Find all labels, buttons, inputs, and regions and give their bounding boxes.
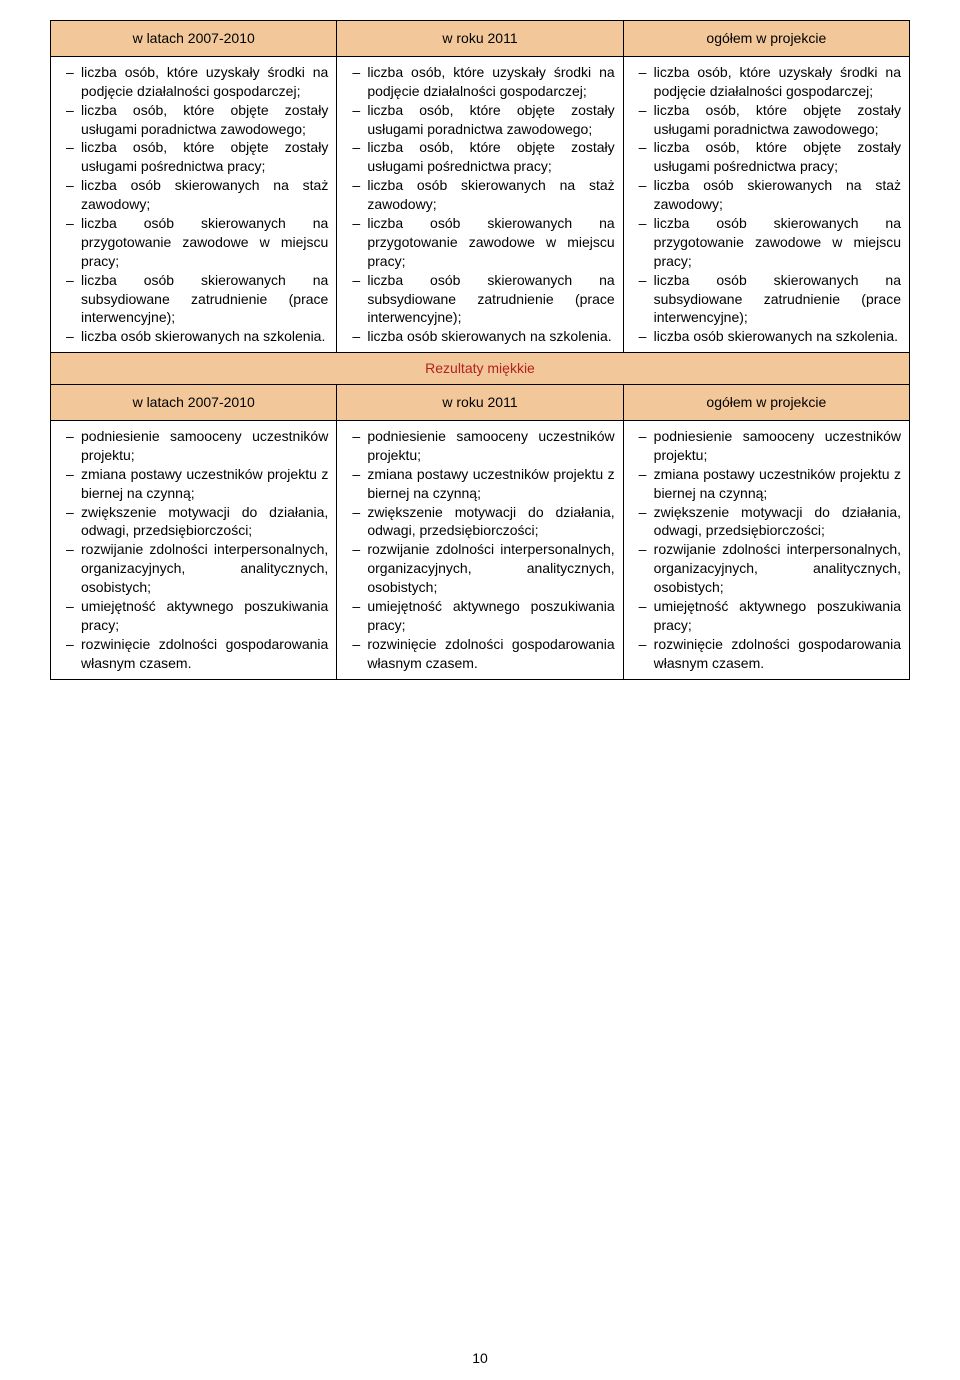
divider-row: Rezultaty miękkie (51, 353, 910, 385)
list-item: liczba osób skierowanych na subsydiowane… (345, 271, 614, 328)
page-number: 10 (0, 1350, 960, 1366)
list-item: umiejętność aktywnego poszukiwania pracy… (59, 597, 328, 635)
content-cell: podniesienie samooceny uczestników proje… (51, 421, 337, 680)
list-item: liczba osób, które objęte zostały usługa… (59, 101, 328, 139)
content-row-1: liczba osób, które uzyskały środki na po… (51, 56, 910, 352)
item-list: liczba osób, które uzyskały środki na po… (632, 63, 901, 346)
content-cell: liczba osób, które uzyskały środki na po… (623, 56, 909, 352)
list-item: liczba osób skierowanych na subsydiowane… (632, 271, 901, 328)
item-list: podniesienie samooceny uczestników proje… (345, 427, 614, 673)
list-item: zmiana postawy uczestników projektu z bi… (59, 465, 328, 503)
header-cell: ogółem w projekcie (623, 385, 909, 421)
list-item: rozwinięcie zdolności gospodarowania wła… (59, 635, 328, 673)
header-row-1: w latach 2007-2010 w roku 2011 ogółem w … (51, 21, 910, 57)
list-item: zwiększenie motywacji do działania, odwa… (632, 503, 901, 541)
list-item: podniesienie samooceny uczestników proje… (632, 427, 901, 465)
list-item: zwiększenie motywacji do działania, odwa… (59, 503, 328, 541)
list-item: rozwijanie zdolności interpersonalnych, … (345, 540, 614, 597)
list-item: podniesienie samooceny uczestników proje… (59, 427, 328, 465)
header-row-2: w latach 2007-2010 w roku 2011 ogółem w … (51, 385, 910, 421)
list-item: zwiększenie motywacji do działania, odwa… (345, 503, 614, 541)
list-item: liczba osób skierowanych na staż zawodow… (345, 176, 614, 214)
list-item: zmiana postawy uczestników projektu z bi… (632, 465, 901, 503)
list-item: umiejętność aktywnego poszukiwania pracy… (345, 597, 614, 635)
item-list: podniesienie samooceny uczestników proje… (59, 427, 328, 673)
list-item: liczba osób, które uzyskały środki na po… (59, 63, 328, 101)
item-list: liczba osób, które uzyskały środki na po… (345, 63, 614, 346)
list-item: liczba osób skierowanych na przygotowani… (59, 214, 328, 271)
list-item: rozwijanie zdolności interpersonalnych, … (59, 540, 328, 597)
content-cell: podniesienie samooceny uczestników proje… (337, 421, 623, 680)
divider-cell: Rezultaty miękkie (51, 353, 910, 385)
content-cell: liczba osób, które uzyskały środki na po… (51, 56, 337, 352)
page: w latach 2007-2010 w roku 2011 ogółem w … (0, 0, 960, 1380)
list-item: liczba osób, które objęte zostały usługa… (632, 101, 901, 139)
list-item: liczba osób skierowanych na szkolenia. (632, 327, 901, 346)
list-item: liczba osób skierowanych na szkolenia. (59, 327, 328, 346)
list-item: rozwinięcie zdolności gospodarowania wła… (632, 635, 901, 673)
list-item: liczba osób skierowanych na przygotowani… (345, 214, 614, 271)
list-item: rozwinięcie zdolności gospodarowania wła… (345, 635, 614, 673)
list-item: podniesienie samooceny uczestników proje… (345, 427, 614, 465)
list-item: liczba osób, które uzyskały środki na po… (345, 63, 614, 101)
list-item: liczba osób, które objęte zostały usługa… (345, 101, 614, 139)
list-item: rozwijanie zdolności interpersonalnych, … (632, 540, 901, 597)
content-row-2: podniesienie samooceny uczestników proje… (51, 421, 910, 680)
header-cell: w roku 2011 (337, 21, 623, 57)
list-item: liczba osób, które objęte zostały usługa… (632, 138, 901, 176)
list-item: liczba osób skierowanych na staż zawodow… (59, 176, 328, 214)
list-item: liczba osób skierowanych na staż zawodow… (632, 176, 901, 214)
list-item: liczba osób skierowanych na subsydiowane… (59, 271, 328, 328)
list-item: liczba osób skierowanych na szkolenia. (345, 327, 614, 346)
content-cell: liczba osób, które uzyskały środki na po… (337, 56, 623, 352)
header-cell: ogółem w projekcie (623, 21, 909, 57)
content-cell: podniesienie samooceny uczestników proje… (623, 421, 909, 680)
list-item: umiejętność aktywnego poszukiwania pracy… (632, 597, 901, 635)
header-cell: w roku 2011 (337, 385, 623, 421)
list-item: liczba osób, które objęte zostały usługa… (59, 138, 328, 176)
list-item: liczba osób, które objęte zostały usługa… (345, 138, 614, 176)
item-list: liczba osób, które uzyskały środki na po… (59, 63, 328, 346)
header-cell: w latach 2007-2010 (51, 21, 337, 57)
list-item: liczba osób skierowanych na przygotowani… (632, 214, 901, 271)
header-cell: w latach 2007-2010 (51, 385, 337, 421)
list-item: zmiana postawy uczestników projektu z bi… (345, 465, 614, 503)
list-item: liczba osób, które uzyskały środki na po… (632, 63, 901, 101)
main-table: w latach 2007-2010 w roku 2011 ogółem w … (50, 20, 910, 680)
item-list: podniesienie samooceny uczestników proje… (632, 427, 901, 673)
